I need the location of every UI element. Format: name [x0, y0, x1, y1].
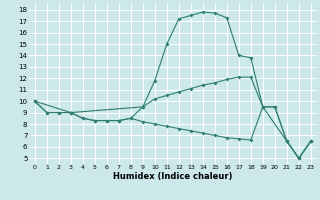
X-axis label: Humidex (Indice chaleur): Humidex (Indice chaleur) [113, 172, 233, 181]
